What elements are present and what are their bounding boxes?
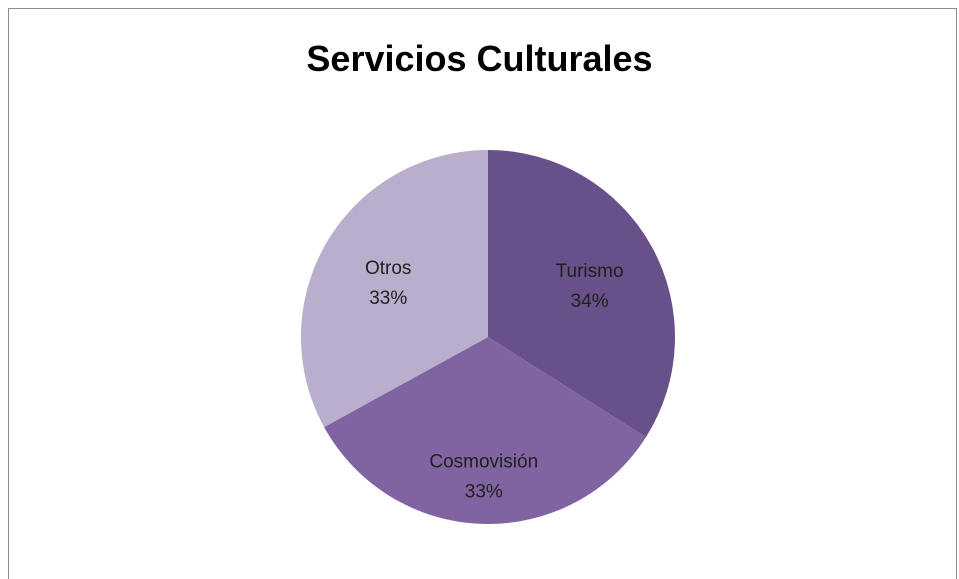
pie-slice-otros <box>301 150 488 428</box>
slice-value-cosmovisión: 33% <box>465 482 503 503</box>
slice-label-turismo: Turismo <box>556 261 624 282</box>
slice-label-cosmovisión: Cosmovisión <box>429 452 538 473</box>
slice-value-otros: 33% <box>369 288 407 309</box>
pie-labels: Turismo 34% Cosmovisión 33% Otros 33% <box>365 258 624 503</box>
pie-slices <box>301 150 675 524</box>
pie-slice-turismo <box>488 150 675 438</box>
chart-title: Servicios Culturales <box>306 38 653 79</box>
slice-value-turismo: 34% <box>571 291 609 312</box>
slice-label-otros: Otros <box>365 258 411 279</box>
pie-slice-cosmovisión <box>324 337 646 524</box>
